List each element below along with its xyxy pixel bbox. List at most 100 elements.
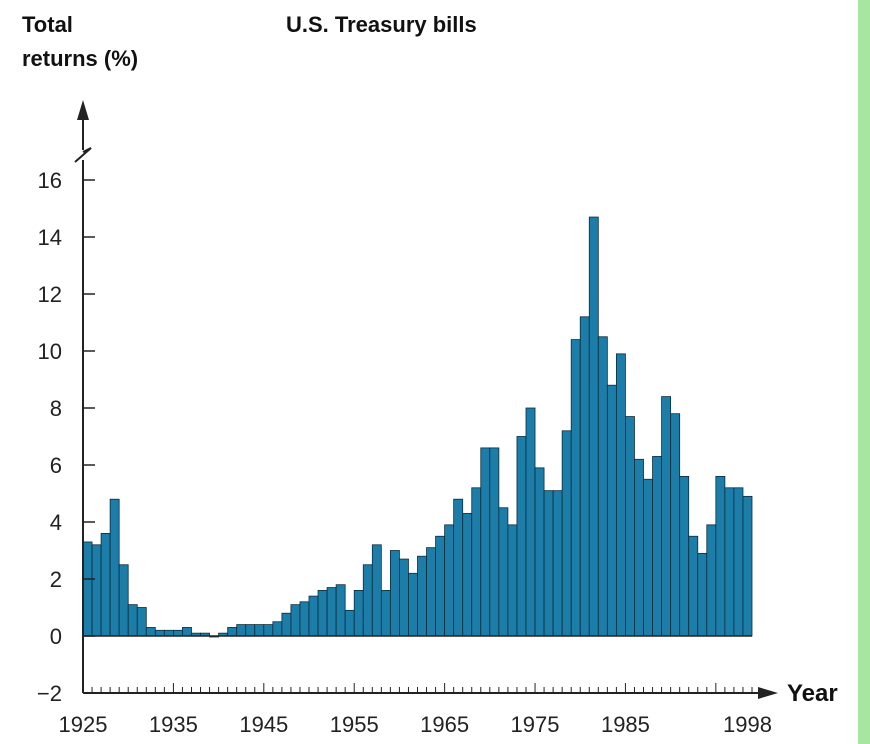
bar-1990 [670, 413, 681, 637]
x-tick-label: 1985 [601, 712, 650, 737]
axes-group [74, 100, 778, 699]
bar-1994 [706, 524, 717, 637]
bar-1981 [588, 216, 599, 637]
bar-1957 [371, 544, 382, 637]
bar-1986 [634, 458, 644, 637]
bar-1955 [353, 590, 364, 637]
bar-1945 [263, 624, 274, 637]
bar-1983 [606, 384, 617, 637]
bar-1979 [570, 339, 581, 637]
bar-1951 [317, 590, 328, 637]
y-tick-label: 2 [50, 567, 62, 592]
x-axis-arrow [758, 687, 778, 699]
bar-1993 [697, 552, 708, 637]
bar-1964 [435, 535, 446, 637]
y-axis-label-line1: Total [22, 12, 73, 37]
y-tick-labels: −2 0 2 4 6 8 10 12 14 16 [37, 168, 62, 706]
green-side-strip [858, 0, 870, 744]
bar-1928 [109, 498, 120, 637]
y-tick-label: 16 [38, 168, 62, 193]
bar-1977 [552, 490, 563, 637]
x-tick-label: 1975 [511, 712, 560, 737]
y-tick-label: −2 [37, 681, 62, 706]
bar-1927 [100, 533, 111, 637]
bar-1965 [444, 524, 455, 637]
bar-1936 [182, 627, 192, 637]
bar-1987 [643, 478, 653, 637]
y-tick-label: 10 [38, 339, 62, 364]
bar-1931 [136, 607, 147, 637]
bar-1984 [615, 353, 626, 637]
bar-1980 [579, 316, 590, 637]
bar-1925 [82, 541, 93, 637]
bar-1988 [652, 456, 662, 637]
bar-1962 [417, 555, 427, 637]
bar-1935 [173, 629, 183, 637]
bar-1950 [308, 595, 319, 637]
bar-1966 [453, 498, 464, 637]
bar-1933 [154, 629, 165, 637]
y-tick-label: 8 [50, 396, 62, 421]
bar-1982 [597, 336, 608, 637]
bar-1960 [399, 558, 409, 637]
bar-1953 [335, 584, 346, 637]
bar-1949 [299, 601, 310, 637]
bar-1930 [127, 604, 138, 637]
bar-1998 [742, 495, 753, 637]
chart-title: U.S. Treasury bills [286, 12, 477, 37]
x-tick-label: 1935 [149, 712, 198, 737]
x-tick-label: 1955 [330, 712, 379, 737]
bar-1961 [408, 572, 418, 637]
bar-1974 [525, 407, 536, 637]
bar-1976 [543, 490, 554, 637]
bar-1932 [145, 627, 156, 637]
x-tick-labels: 1925 1935 1945 1955 1965 1975 1985 1998 [59, 712, 772, 737]
bar-1975 [534, 467, 545, 637]
y-tick-label: 0 [50, 624, 62, 649]
bar-1995 [715, 475, 726, 637]
bars-group [82, 216, 753, 638]
bar-1941 [227, 627, 238, 637]
bar-1929 [118, 564, 129, 637]
bar-1942 [236, 624, 247, 637]
bar-1934 [163, 629, 174, 637]
bar-1958 [380, 590, 391, 637]
y-axis-break-mark [74, 147, 92, 163]
bar-1943 [245, 624, 256, 637]
bar-1926 [91, 544, 102, 637]
y-axis-arrow [77, 100, 89, 120]
y-tick-label: 12 [38, 282, 62, 307]
bar-1947 [281, 612, 292, 637]
bar-1952 [326, 587, 337, 637]
y-tick-label: 6 [50, 453, 62, 478]
x-tick-label: 1925 [59, 712, 108, 737]
x-tick-label: 1998 [723, 712, 772, 737]
y-tick-label: 4 [50, 510, 62, 535]
bar-1959 [389, 550, 400, 637]
bar-1985 [625, 416, 635, 637]
bar-1967 [462, 513, 473, 637]
x-tick-label: 1965 [420, 712, 469, 737]
bar-1946 [272, 621, 283, 637]
bar-1972 [507, 524, 518, 637]
y-axis-label-line2: returns (%) [22, 46, 138, 71]
bar-1968 [471, 487, 482, 637]
bar-1992 [688, 535, 699, 637]
x-tick-label: 1945 [239, 712, 288, 737]
y-tick-label: 14 [38, 225, 62, 250]
bar-1956 [362, 564, 373, 637]
bar-1944 [254, 624, 265, 637]
bar-1997 [733, 487, 744, 637]
x-axis-label: Year [787, 680, 838, 707]
bar-1989 [661, 396, 672, 637]
bar-1970 [489, 447, 500, 637]
bar-1971 [498, 507, 509, 637]
bar-1954 [344, 609, 355, 637]
bar-1978 [561, 430, 572, 637]
bar-1969 [480, 447, 491, 637]
bar-1948 [290, 604, 301, 637]
bar-1963 [426, 547, 436, 637]
bar-1991 [679, 475, 690, 637]
bar-1996 [724, 487, 735, 637]
